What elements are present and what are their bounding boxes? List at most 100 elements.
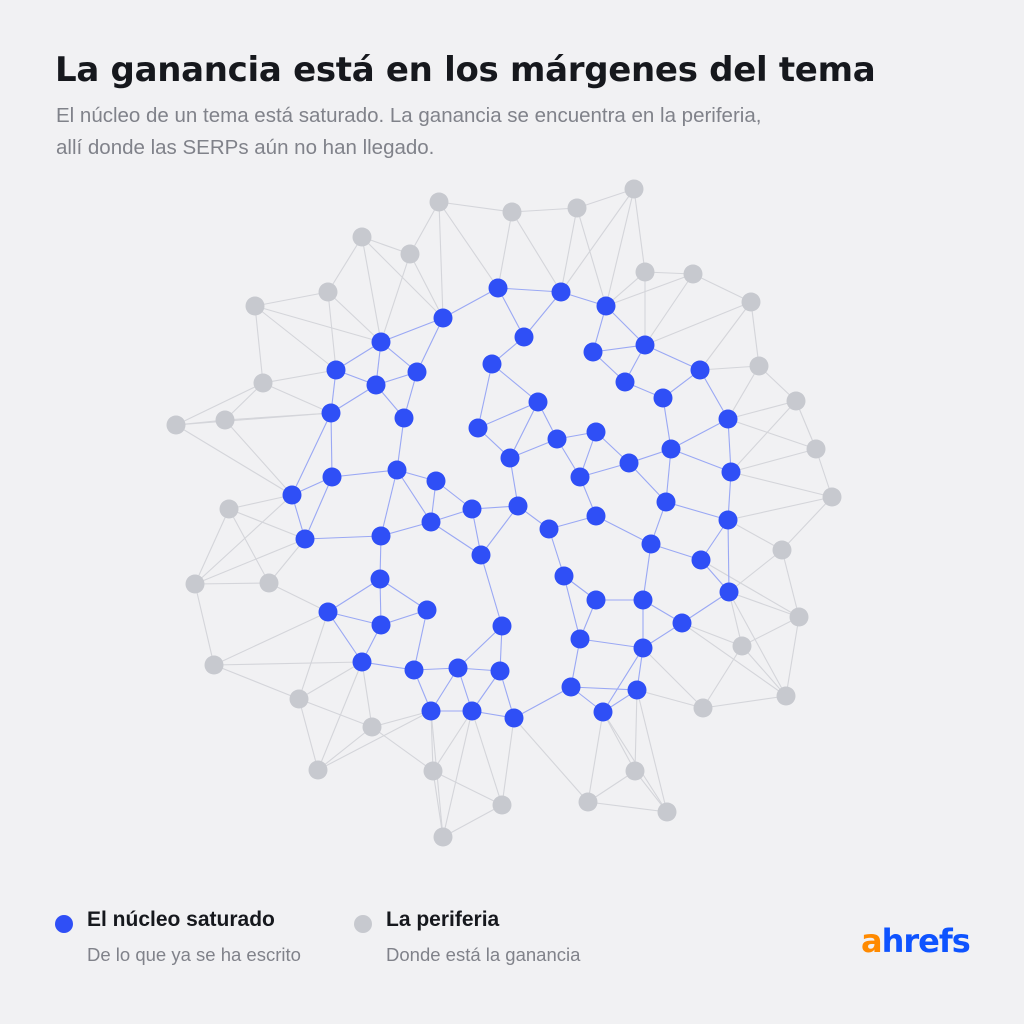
- core-edge: [480, 505, 519, 556]
- periphery-edge: [262, 382, 332, 414]
- periphery-node: [253, 373, 273, 393]
- core-node: [370, 569, 390, 589]
- core-node: [661, 439, 681, 459]
- legend-core-dot: [55, 915, 73, 933]
- periphery-edge: [438, 201, 513, 213]
- periphery-edge: [224, 419, 293, 496]
- periphery-edge: [728, 591, 787, 697]
- core-edge: [579, 638, 644, 649]
- core-node: [586, 590, 606, 610]
- core-node: [570, 467, 590, 487]
- periphery-edge: [213, 664, 300, 700]
- core-edge: [670, 418, 729, 450]
- core-node: [462, 499, 482, 519]
- periphery-node: [204, 655, 224, 675]
- periphery-edge: [605, 188, 635, 307]
- periphery-edge: [681, 622, 787, 697]
- core-node: [593, 702, 613, 722]
- periphery-node: [789, 607, 809, 627]
- periphery-edge: [471, 710, 503, 806]
- periphery-edge: [699, 365, 760, 371]
- core-edge: [595, 515, 652, 545]
- periphery-edge: [298, 698, 319, 771]
- core-edge: [442, 287, 499, 319]
- core-node: [561, 677, 581, 697]
- periphery-edge: [513, 717, 589, 803]
- periphery-edge: [633, 188, 646, 273]
- core-node: [371, 526, 391, 546]
- periphery-edge: [497, 211, 513, 289]
- periphery-edge: [438, 201, 444, 319]
- periphery-edge: [361, 661, 373, 728]
- periphery-edge: [642, 647, 704, 709]
- periphery-edge: [317, 710, 432, 771]
- core-edge: [570, 686, 638, 691]
- core-node: [371, 615, 391, 635]
- core-node: [352, 652, 372, 672]
- periphery-edge: [636, 689, 704, 709]
- core-edge: [480, 554, 503, 627]
- periphery-edge: [587, 801, 668, 813]
- periphery-node: [683, 264, 703, 284]
- core-node: [468, 418, 488, 438]
- periphery-edge: [371, 710, 432, 728]
- periphery-edge: [268, 582, 329, 613]
- core-node: [500, 448, 520, 468]
- periphery-node: [492, 795, 512, 815]
- core-node: [719, 582, 739, 602]
- core-edge: [396, 469, 432, 523]
- periphery-node: [362, 717, 382, 737]
- periphery-edge: [361, 236, 382, 343]
- core-node: [471, 545, 491, 565]
- periphery-node: [400, 244, 420, 264]
- core-node: [421, 701, 441, 721]
- periphery-edge: [327, 291, 337, 371]
- periphery-node: [185, 574, 205, 594]
- core-node: [653, 388, 673, 408]
- periphery-node: [657, 802, 677, 822]
- legend-core-label: El núcleo saturado: [87, 908, 275, 931]
- core-node: [404, 660, 424, 680]
- core-node: [627, 680, 647, 700]
- periphery-edge: [213, 661, 363, 666]
- core-node: [570, 629, 590, 649]
- core-node: [596, 296, 616, 316]
- legend-periphery-label: La periferia: [386, 908, 500, 931]
- page-title: La ganancia está en los márgenes del tem…: [55, 50, 876, 90]
- network-nodes: [166, 179, 842, 847]
- periphery-edge: [254, 305, 382, 343]
- periphery-edge: [727, 365, 760, 420]
- periphery-node: [318, 282, 338, 302]
- periphery-edge: [194, 508, 230, 585]
- periphery-edge: [576, 207, 607, 307]
- core-node: [635, 335, 655, 355]
- periphery-edge: [636, 689, 668, 813]
- periphery-node: [259, 573, 279, 593]
- periphery-edge: [298, 698, 373, 728]
- periphery-edge: [175, 382, 264, 426]
- periphery-node: [693, 698, 713, 718]
- periphery-edge: [560, 207, 578, 293]
- core-node: [295, 529, 315, 549]
- core-node: [539, 519, 559, 539]
- core-node: [282, 485, 302, 505]
- periphery-edge: [702, 695, 787, 709]
- periphery-edge: [692, 273, 752, 303]
- periphery-edge: [317, 726, 373, 771]
- core-node: [433, 308, 453, 328]
- periphery-edge: [298, 611, 329, 700]
- periphery-edge: [432, 770, 444, 838]
- logo-letter-a: a: [861, 922, 883, 960]
- core-node: [488, 278, 508, 298]
- core-node: [490, 661, 510, 681]
- periphery-edge: [700, 559, 800, 618]
- core-edge: [727, 519, 730, 593]
- periphery-node: [749, 356, 769, 376]
- periphery-node: [219, 499, 239, 519]
- core-node: [322, 467, 342, 487]
- periphery-edge: [781, 496, 833, 551]
- core-node: [326, 360, 346, 380]
- periphery-node: [567, 198, 587, 218]
- core-edge: [327, 578, 381, 613]
